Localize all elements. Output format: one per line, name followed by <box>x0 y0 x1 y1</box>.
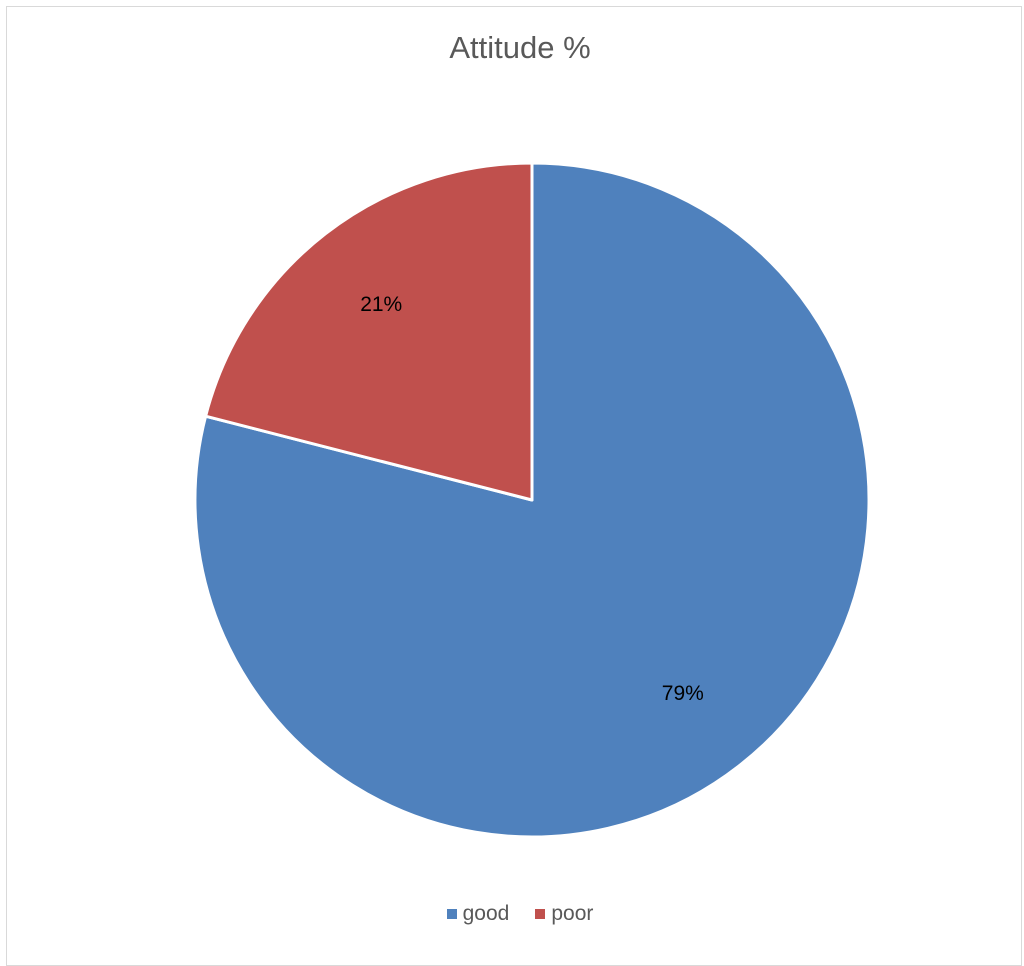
data-label-good: 79% <box>662 682 704 705</box>
legend-swatch-good <box>446 909 457 919</box>
chart-title: Attitude % <box>449 30 591 65</box>
legend-item-good: good <box>446 902 510 926</box>
legend-label-poor: poor <box>551 902 594 925</box>
legend-label-good: good <box>462 902 510 925</box>
pie-slice-poor <box>204 161 534 502</box>
legend-swatch-poor <box>535 909 546 919</box>
legend-item-poor: poor <box>535 902 593 926</box>
data-label-poor: 21% <box>360 293 402 316</box>
chart-legend: good poor <box>0 902 1024 926</box>
